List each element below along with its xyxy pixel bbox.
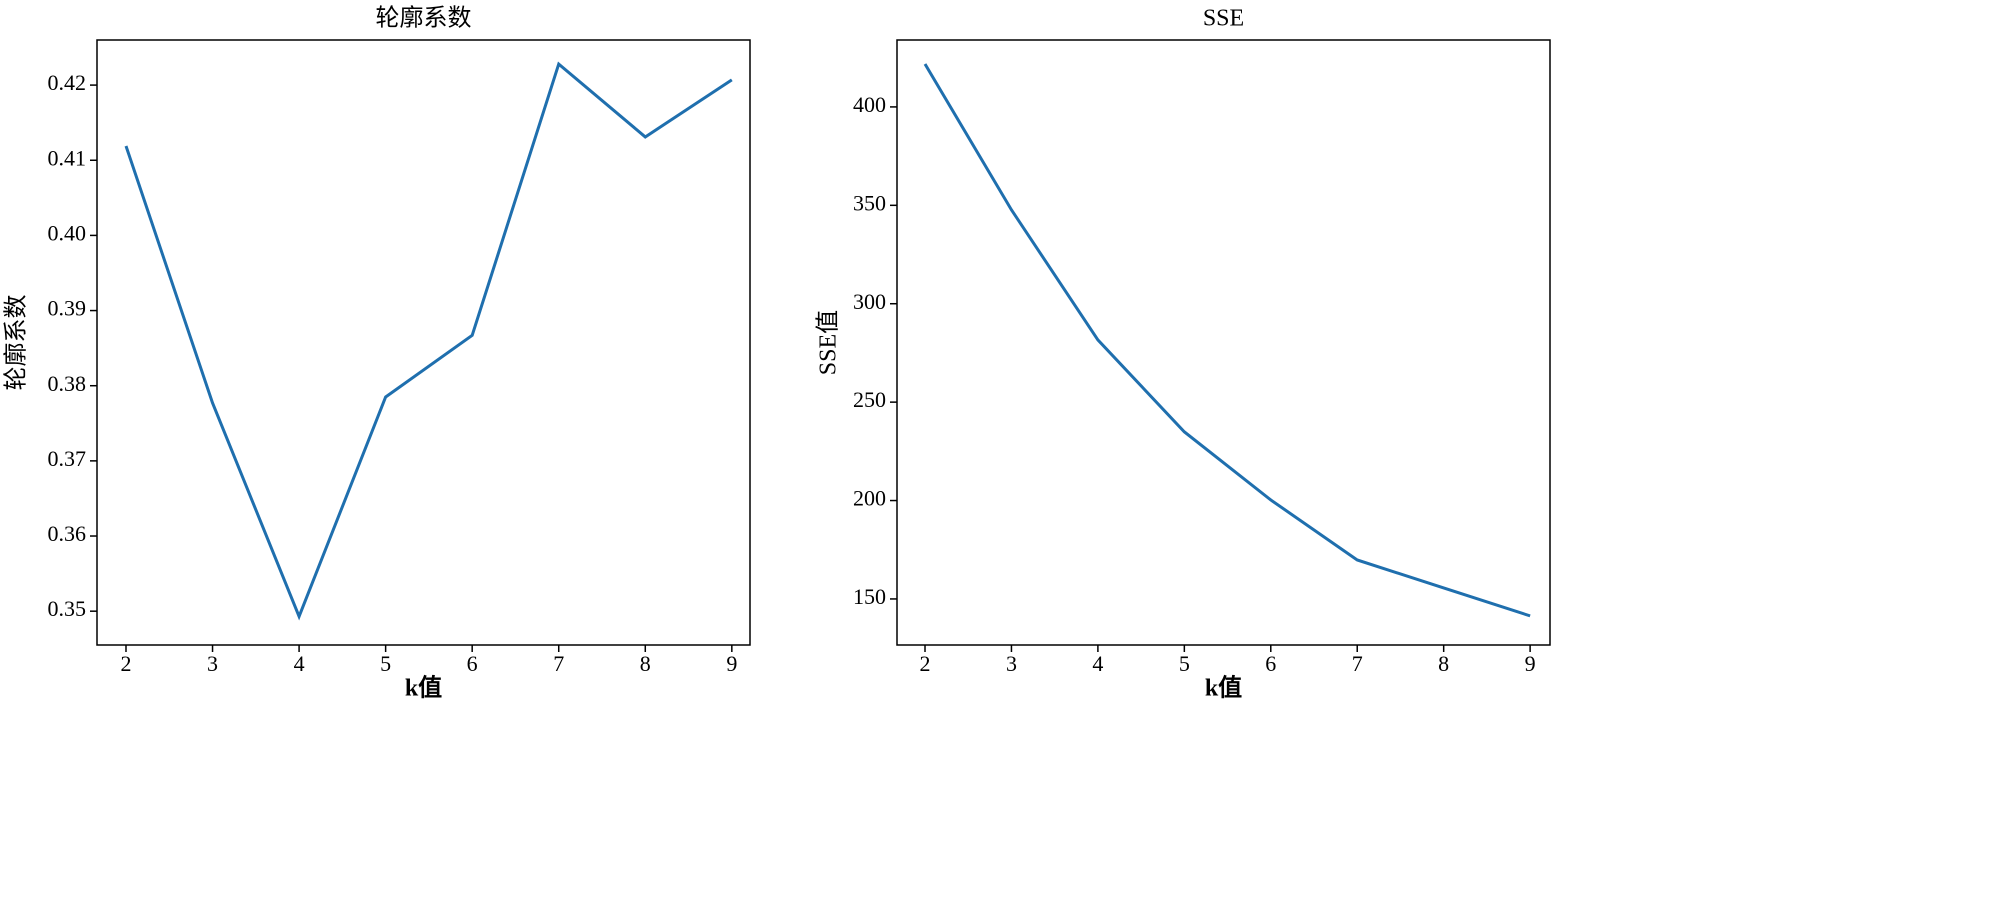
chart-title: 轮廓系数 [376,5,472,32]
x-axis-label: k值 [1205,674,1242,702]
x-tick-label: 9 [726,651,737,676]
y-tick-label: 0.37 [48,446,87,471]
x-tick-label: 4 [294,651,305,676]
y-tick-label: 400 [853,92,886,117]
x-tick-label: 2 [120,651,131,676]
plot-frame [96,39,751,646]
y-tick-label: 0.40 [48,220,87,245]
x-tick-label: 9 [1525,651,1536,676]
x-tick-label: 8 [1438,651,1449,676]
data-line [923,63,1531,618]
y-axis-label: 轮廓系数 [3,295,30,391]
x-tick-label: 3 [207,651,218,676]
x-tick-label: 7 [1352,651,1363,676]
y-tick-label: 0.35 [48,596,87,621]
y-tick-label: 250 [853,387,886,412]
y-tick-label: 300 [853,289,886,314]
x-tick-label: 6 [467,651,478,676]
x-tick-label: 2 [920,651,931,676]
x-axis-label: k值 [405,674,442,702]
y-tick-label: 0.42 [48,70,87,95]
x-tick-label: 8 [640,651,651,676]
y-tick-label: 200 [853,486,886,511]
y-axis-label: SSE值 [815,310,842,375]
y-tick-label: 0.39 [48,296,87,321]
y-tick-label: 0.41 [48,145,87,170]
x-tick-label: 7 [553,651,564,676]
data-line [124,61,733,621]
plot-frame [896,39,1551,646]
x-tick-label: 3 [1006,651,1017,676]
y-tick-label: 0.36 [48,521,87,546]
y-tick-label: 150 [853,584,886,609]
x-tick-label: 5 [1179,651,1190,676]
y-tick-label: 350 [853,190,886,215]
x-tick-label: 4 [1092,651,1103,676]
chart-title: SSE [1203,6,1244,32]
x-tick-label: 6 [1265,651,1276,676]
x-tick-label: 5 [380,651,391,676]
y-tick-label: 0.38 [48,371,87,396]
